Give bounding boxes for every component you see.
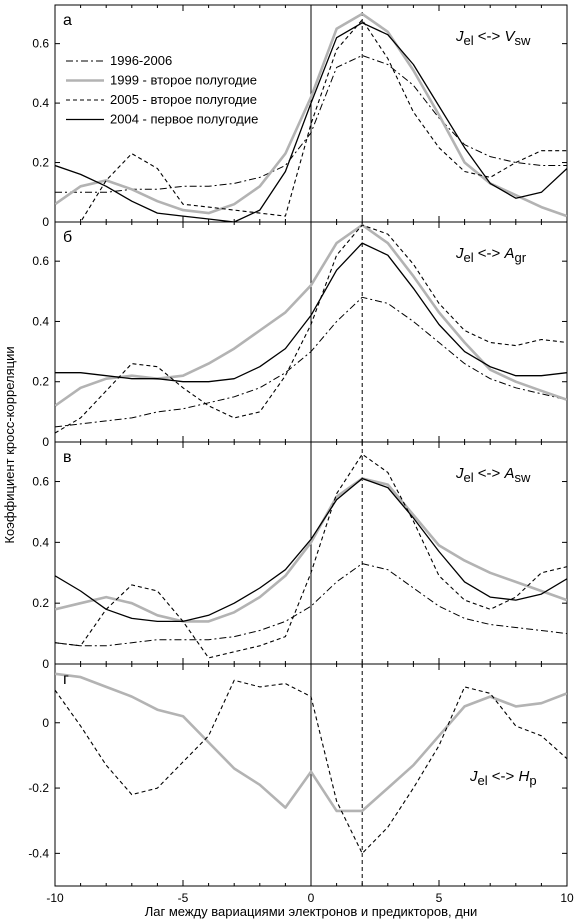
y-tick-label: 0 — [42, 215, 49, 229]
x-tick-label: 0 — [308, 891, 315, 905]
y-tick-label: 0.2 — [32, 596, 49, 610]
panel-1: 0 0.2 0.4 0.6 б Jel <-> Agr — [32, 221, 568, 449]
x-tick-label: -5 — [178, 891, 189, 905]
series-group — [55, 672, 567, 854]
series-line-s2004 — [55, 242, 567, 383]
y-tick-label: 0.2 — [32, 156, 49, 170]
title-title-arrow: <-> — [474, 245, 505, 262]
series-group — [55, 453, 567, 659]
y-tick-label: 0 — [42, 716, 49, 730]
series-line-s2005 — [55, 679, 567, 854]
series-line-s2005 — [55, 224, 567, 434]
y-tick-label: 0.2 — [32, 375, 49, 389]
panel-letter: а — [63, 12, 72, 29]
panel-letter: в — [63, 449, 72, 466]
series-group — [55, 223, 567, 434]
series-line-s2005 — [55, 19, 567, 222]
title-title-arrow: <-> — [474, 465, 505, 482]
title-title-sub: el — [478, 773, 488, 788]
y-tick-label: 0.4 — [32, 314, 49, 328]
x-tick-label: -10 — [46, 891, 64, 905]
y-tick-label: 0.6 — [32, 475, 49, 489]
y-tick-label: 0.4 — [32, 535, 49, 549]
y-tick-label: -0.2 — [28, 781, 49, 795]
y-tick-label: 0 — [42, 657, 49, 671]
title-title-var: H — [518, 768, 529, 785]
x-axis-label: Лаг между вариациями электронов и предик… — [145, 904, 478, 919]
y-tick-label: 0.6 — [32, 254, 49, 268]
title-title-arrow: <-> — [474, 28, 505, 45]
series-line-s1999 — [55, 672, 567, 813]
panel-title: Jel <-> Hp — [469, 768, 537, 788]
panel-title: Jel <-> Asw — [455, 465, 531, 485]
legend-label: 1996-2006 — [110, 53, 172, 68]
panel-0: 0 0.2 0.4 0.6 а Jel <-> Vsw — [32, 4, 568, 229]
panel-2: 0 0.2 0.4 0.6 в Jel <-> Asw — [32, 441, 568, 671]
title-title-var: A — [503, 465, 514, 482]
series-line-s2004 — [55, 22, 567, 222]
title-title-arrow: <-> — [488, 768, 519, 785]
legend-label: 2005 - второе полугодие — [110, 92, 257, 107]
series-line-s2005 — [55, 453, 567, 659]
legend: 1996-2006 1999 - второе полугодие 2005 - в… — [66, 53, 258, 127]
title-title-prefix: J — [469, 768, 478, 785]
panel-title: Jel <-> Agr — [455, 245, 527, 265]
series-line-s1999 — [55, 223, 567, 407]
series-line-s1999 — [55, 477, 567, 623]
series-line-s1999 — [55, 12, 567, 218]
title-title-var-sub: sw — [515, 470, 532, 485]
panel-letter: г — [63, 671, 69, 688]
x-tick-label: 10 — [560, 891, 574, 905]
legend-label: 1999 - второе полугодие — [110, 73, 257, 88]
title-title-sub: el — [464, 33, 474, 48]
x-tick-label: 5 — [436, 891, 443, 905]
y-axis-label: Коэффициент кросс-корреляции — [2, 346, 17, 543]
title-title-var-sub: gr — [515, 250, 527, 265]
title-title-sub: el — [464, 250, 474, 265]
title-title-prefix: J — [455, 28, 464, 45]
y-tick-label: 0 — [42, 435, 49, 449]
panel-3: -0.4 -0.2 0 г Jel <-> Hp — [28, 663, 568, 887]
series-group — [55, 12, 567, 222]
title-title-var-sub: p — [529, 773, 536, 788]
panel-title: Jel <-> Vsw — [455, 28, 531, 48]
y-tick-label: 0.6 — [32, 37, 49, 51]
title-title-prefix: J — [455, 245, 464, 262]
series-line-s2004 — [55, 477, 567, 623]
title-title-var: V — [504, 28, 516, 45]
series-line-s1996 — [55, 296, 567, 428]
y-tick-label: 0.4 — [32, 96, 49, 110]
y-tick-label: -0.4 — [28, 846, 49, 860]
title-title-sub: el — [464, 470, 474, 485]
legend-label: 2004 - первое полугодие — [110, 112, 258, 127]
title-title-var-sub: sw — [515, 33, 532, 48]
title-title-var: A — [503, 245, 514, 262]
series-line-s1996 — [55, 563, 567, 647]
series-line-s1996 — [55, 55, 567, 193]
title-title-prefix: J — [455, 465, 464, 482]
panel-letter: б — [63, 229, 72, 246]
